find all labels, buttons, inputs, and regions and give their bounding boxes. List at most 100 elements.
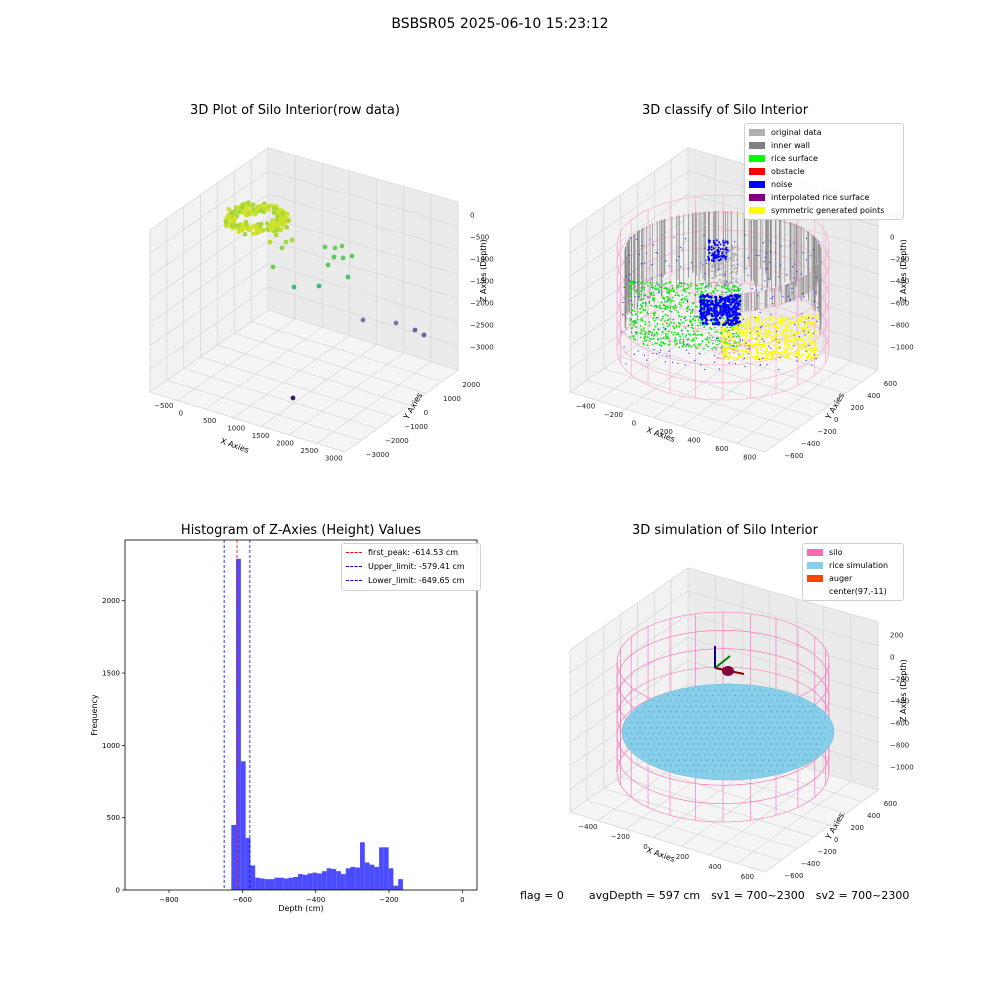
original-point bbox=[729, 272, 732, 275]
symmetric-point bbox=[791, 315, 794, 318]
rice-surface-point bbox=[715, 347, 717, 350]
rice-surface-point bbox=[650, 283, 653, 286]
raw-point bbox=[236, 209, 242, 215]
rice-sim-point bbox=[812, 705, 815, 707]
rice-sim-point bbox=[776, 754, 778, 756]
noise-point bbox=[814, 292, 816, 294]
rice-surface-point bbox=[711, 320, 714, 323]
rice-sim-point bbox=[756, 705, 759, 707]
rice-surface-point bbox=[667, 319, 670, 321]
rice-sim-point bbox=[712, 716, 714, 718]
histogram-xtick: −400 bbox=[306, 896, 325, 904]
raw-point bbox=[280, 211, 286, 216]
noise-point bbox=[636, 315, 639, 317]
noise-point bbox=[656, 283, 658, 285]
noise-point bbox=[711, 322, 715, 326]
rice-surface-point bbox=[664, 313, 667, 316]
rice-surface-point bbox=[677, 286, 679, 289]
noise-point bbox=[708, 299, 711, 303]
rice-sim-point bbox=[712, 727, 714, 729]
noise-point bbox=[745, 267, 747, 270]
noise-point bbox=[672, 319, 674, 321]
obstacle-point bbox=[747, 339, 750, 342]
panel1-ztick: −2000 bbox=[470, 300, 494, 308]
rice-sim-point bbox=[636, 743, 638, 745]
obstacle-point bbox=[721, 348, 724, 351]
symmetric-point bbox=[746, 316, 749, 319]
rice-sim-point bbox=[706, 705, 708, 707]
symmetric-point bbox=[740, 354, 743, 358]
raw-point bbox=[244, 222, 249, 227]
rice-sim-point bbox=[798, 721, 801, 724]
rice-sim-point bbox=[787, 743, 790, 745]
raw-point bbox=[284, 213, 290, 218]
rice-sim-point bbox=[667, 705, 669, 707]
rice-sim-point bbox=[807, 716, 809, 718]
panel4-ytick: 400 bbox=[867, 812, 880, 820]
rice-surface-point bbox=[633, 310, 636, 313]
rice-sim-point bbox=[658, 700, 661, 702]
histogram-legend-item: Upper_limit: -579.41 cm bbox=[346, 560, 476, 574]
legend-label: center(97,-11) bbox=[829, 587, 887, 596]
rice-sim-point bbox=[700, 727, 703, 729]
rice-sim-point bbox=[720, 732, 722, 734]
rice-sim-point bbox=[759, 732, 762, 734]
rice-sim-point bbox=[661, 748, 664, 751]
noise-point bbox=[796, 360, 798, 362]
rice-surface-point bbox=[643, 286, 646, 289]
symmetric-point bbox=[798, 348, 801, 351]
rice-sim-point bbox=[630, 743, 633, 745]
rice-surface-point bbox=[689, 312, 692, 314]
symmetric-point bbox=[769, 317, 772, 320]
raw-point bbox=[271, 219, 277, 225]
symmetric-point bbox=[797, 325, 801, 328]
symmetric-point bbox=[751, 316, 754, 319]
noise-point bbox=[816, 320, 818, 323]
symmetric-point bbox=[735, 346, 738, 349]
rice-sim-point bbox=[695, 705, 697, 707]
rice-surface-point bbox=[686, 307, 688, 310]
noise-point bbox=[744, 365, 746, 368]
noise-point bbox=[715, 303, 718, 306]
rice-sim-point bbox=[770, 754, 773, 756]
rice-surface-point bbox=[678, 314, 680, 317]
rice-sim-point bbox=[751, 705, 753, 707]
noise-point bbox=[718, 250, 721, 253]
symmetric-point bbox=[815, 355, 818, 358]
rice-sim-point bbox=[737, 754, 739, 756]
rice-sim-point bbox=[658, 732, 661, 734]
histogram-bar bbox=[398, 879, 403, 890]
rice-surface-point bbox=[677, 294, 679, 297]
rice-surface-point bbox=[672, 333, 675, 336]
noise-point bbox=[812, 317, 814, 319]
rice-sim-point bbox=[703, 700, 706, 702]
rice-surface-point bbox=[653, 297, 656, 300]
rice-sim-point bbox=[762, 748, 764, 751]
panel4-xtick: 600 bbox=[741, 873, 754, 881]
rice-sim-point bbox=[709, 700, 711, 702]
rice-sim-point bbox=[709, 743, 711, 745]
legend-label: obstacle bbox=[771, 167, 805, 176]
rice-surface-point bbox=[693, 344, 695, 346]
raw-point bbox=[225, 216, 231, 221]
legend-label: interpolated rice surface bbox=[771, 193, 870, 202]
symmetric-point bbox=[728, 354, 731, 357]
symmetric-point bbox=[746, 332, 749, 335]
rice-surface-point bbox=[648, 324, 651, 327]
rice-surface-point bbox=[692, 317, 695, 320]
symmetric-point bbox=[756, 318, 759, 321]
noise-point bbox=[805, 359, 807, 362]
noise-point bbox=[714, 361, 716, 363]
histogram-bar bbox=[355, 867, 361, 890]
noise-point bbox=[807, 317, 810, 319]
symmetric-point bbox=[737, 343, 740, 347]
rice-sim-point bbox=[703, 689, 706, 691]
noise-point bbox=[737, 296, 739, 299]
noise-point bbox=[651, 263, 653, 266]
rice-sim-point bbox=[818, 748, 820, 751]
rice-surface-point bbox=[640, 306, 643, 309]
rice-surface-point bbox=[682, 344, 685, 347]
obstacle-point bbox=[711, 348, 714, 351]
noise-point bbox=[718, 310, 722, 314]
noise-point bbox=[736, 263, 739, 265]
